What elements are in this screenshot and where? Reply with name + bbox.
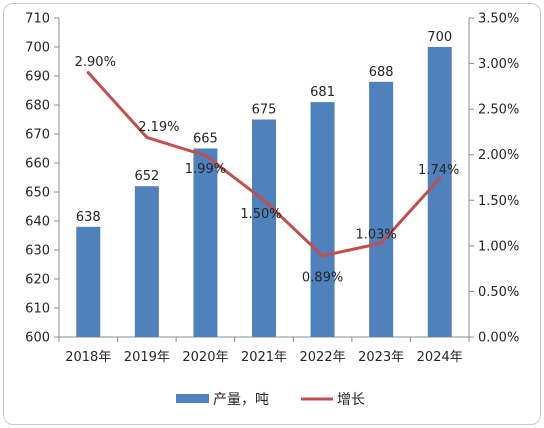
bar-value-label: 681 bbox=[310, 85, 335, 100]
right-tick-label: 2.00% bbox=[478, 148, 519, 163]
x-tick-label: 2018年 bbox=[65, 350, 111, 365]
bar bbox=[369, 81, 394, 337]
growth-value-label: 1.74% bbox=[418, 163, 459, 178]
growth-point bbox=[86, 71, 90, 75]
bar-value-label: 675 bbox=[252, 103, 277, 118]
bar bbox=[427, 47, 452, 337]
growth-point bbox=[438, 176, 442, 180]
bar bbox=[310, 102, 335, 337]
bar-value-label: 652 bbox=[134, 169, 159, 184]
growth-value-label: 1.50% bbox=[240, 207, 281, 222]
left-tick-label: 630 bbox=[25, 244, 50, 259]
right-tick-label: 2.50% bbox=[478, 103, 519, 118]
x-tick-label: 2019年 bbox=[124, 350, 170, 365]
x-tick-label: 2023年 bbox=[358, 350, 404, 365]
legend-bar-label: 产量，吨 bbox=[213, 392, 269, 408]
right-tick-label: 1.00% bbox=[478, 239, 519, 254]
growth-value-label: 2.90% bbox=[75, 55, 116, 70]
bar bbox=[76, 226, 101, 337]
growth-point bbox=[203, 154, 207, 158]
left-tick-label: 610 bbox=[25, 302, 50, 317]
right-tick-label: 0.00% bbox=[478, 331, 519, 346]
legend-line-label: 增长 bbox=[337, 392, 365, 408]
left-tick-label: 670 bbox=[25, 128, 50, 143]
bar bbox=[193, 148, 218, 337]
left-tick-label: 690 bbox=[25, 70, 50, 85]
legend-bar-swatch bbox=[176, 394, 209, 403]
growth-value-label: 0.89% bbox=[302, 270, 343, 285]
right-tick-label: 0.50% bbox=[478, 285, 519, 300]
right-tick-label: 3.50% bbox=[478, 12, 519, 27]
left-tick-label: 680 bbox=[25, 99, 50, 114]
left-tick-label: 700 bbox=[25, 41, 50, 56]
growth-point bbox=[145, 135, 149, 139]
bar-value-label: 700 bbox=[427, 30, 452, 45]
left-tick-label: 660 bbox=[25, 157, 50, 172]
growth-point bbox=[321, 254, 325, 258]
bar bbox=[252, 119, 276, 337]
growth-value-label: 1.03% bbox=[355, 228, 396, 243]
bar bbox=[134, 186, 159, 337]
bar-value-label: 688 bbox=[369, 65, 394, 80]
bar-value-label: 665 bbox=[193, 132, 218, 147]
right-tick-label: 1.50% bbox=[478, 194, 519, 209]
growth-point bbox=[379, 241, 383, 245]
left-tick-label: 710 bbox=[25, 12, 50, 27]
growth-point bbox=[262, 198, 266, 202]
left-tick-label: 620 bbox=[25, 273, 50, 288]
right-tick-label: 3.00% bbox=[478, 57, 519, 72]
left-tick-label: 600 bbox=[25, 331, 50, 346]
bar-value-label: 638 bbox=[76, 210, 101, 225]
x-tick-label: 2021年 bbox=[241, 350, 287, 365]
left-tick-label: 650 bbox=[25, 186, 50, 201]
left-tick-label: 640 bbox=[25, 215, 50, 230]
growth-value-label: 2.19% bbox=[138, 120, 179, 135]
growth-value-label: 1.99% bbox=[185, 162, 226, 177]
x-tick-label: 2024年 bbox=[417, 350, 463, 365]
x-tick-label: 2020年 bbox=[182, 350, 228, 365]
x-tick-label: 2022年 bbox=[300, 350, 346, 365]
